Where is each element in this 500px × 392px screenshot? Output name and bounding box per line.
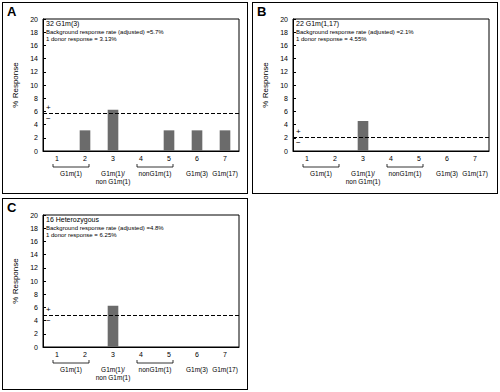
svg-text:C: C [7,200,17,215]
svg-text:G1m(1): G1m(1) [60,170,82,178]
svg-text:2: 2 [83,155,87,162]
svg-text:+: + [46,103,51,112]
svg-text:3: 3 [111,351,115,358]
svg-text:−: − [46,114,51,123]
svg-text:G1m(3): G1m(3) [186,366,208,374]
svg-text:12: 12 [30,264,38,271]
svg-text:non G1m(1): non G1m(1) [96,374,131,382]
svg-text:G1m(3): G1m(3) [186,170,208,178]
svg-text:nonG1m(1): nonG1m(1) [139,366,172,374]
svg-text:G1m(1)/: G1m(1)/ [351,170,375,178]
svg-text:G1m(17): G1m(17) [212,366,238,374]
svg-text:4: 4 [389,155,393,162]
svg-text:% Response: % Response [261,62,270,108]
svg-text:5: 5 [417,155,421,162]
svg-text:G1m(17): G1m(17) [462,170,488,178]
svg-text:12: 12 [280,68,288,75]
svg-text:32 G1m(3): 32 G1m(3) [46,20,79,28]
svg-text:Background response rate (adju: Background response rate (adjusted) =2.1… [296,29,414,35]
svg-text:G1m(17): G1m(17) [212,170,238,178]
svg-text:7: 7 [223,351,227,358]
svg-text:6: 6 [34,304,38,311]
svg-text:14: 14 [30,251,38,258]
svg-text:7: 7 [223,155,227,162]
svg-text:8: 8 [34,291,38,298]
svg-text:G1m(1): G1m(1) [60,366,82,374]
svg-text:4: 4 [139,155,143,162]
svg-text:2: 2 [34,330,38,337]
svg-text:5: 5 [167,351,171,358]
svg-text:A: A [7,4,17,19]
svg-text:10: 10 [30,82,38,89]
svg-text:% Response: % Response [11,258,20,304]
svg-text:nonG1m(1): nonG1m(1) [139,170,172,178]
svg-text:2: 2 [333,155,337,162]
svg-text:3: 3 [111,155,115,162]
svg-text:18: 18 [280,29,288,36]
svg-text:6: 6 [195,351,199,358]
svg-text:6: 6 [195,155,199,162]
svg-text:16 Heterozygous: 16 Heterozygous [46,216,99,224]
svg-text:18: 18 [30,29,38,36]
svg-text:4: 4 [34,317,38,324]
svg-text:20: 20 [30,212,38,219]
svg-text:18: 18 [30,225,38,232]
svg-text:1 donor response = 3.13%: 1 donor response = 3.13% [46,36,117,42]
svg-text:1: 1 [305,155,309,162]
svg-text:2: 2 [83,351,87,358]
svg-text:G1m(3): G1m(3) [436,170,458,178]
svg-text:1 donor response = 4.55%: 1 donor response = 4.55% [296,36,367,42]
svg-text:0: 0 [34,148,38,155]
svg-text:2: 2 [34,134,38,141]
svg-text:1: 1 [55,351,59,358]
svg-text:6: 6 [34,108,38,115]
svg-text:G1m(1)/: G1m(1)/ [101,170,125,178]
svg-text:4: 4 [284,121,288,128]
svg-text:22 G1m(1,17): 22 G1m(1,17) [296,20,339,28]
svg-text:4: 4 [34,121,38,128]
svg-text:16: 16 [30,238,38,245]
svg-text:6: 6 [284,108,288,115]
svg-text:10: 10 [30,278,38,285]
svg-text:8: 8 [284,95,288,102]
svg-text:2: 2 [284,134,288,141]
svg-text:+: + [296,127,301,136]
svg-text:8: 8 [34,95,38,102]
svg-text:G1m(1): G1m(1) [310,170,332,178]
svg-text:4: 4 [139,351,143,358]
svg-text:0: 0 [34,344,38,351]
svg-text:1 donor response = 6.25%: 1 donor response = 6.25% [46,232,117,238]
svg-text:20: 20 [280,16,288,23]
svg-text:20: 20 [30,16,38,23]
svg-text:Background response rate (adju: Background response rate (adjusted) =5.7… [46,29,164,35]
svg-text:12: 12 [30,68,38,75]
svg-text:non G1m(1): non G1m(1) [96,178,131,186]
svg-text:16: 16 [280,42,288,49]
svg-text:10: 10 [280,82,288,89]
svg-text:% Response: % Response [11,62,20,108]
svg-text:16: 16 [30,42,38,49]
svg-text:B: B [257,4,266,19]
svg-text:G1m(1)/: G1m(1)/ [101,366,125,374]
svg-text:3: 3 [361,155,365,162]
svg-text:nonG1m(1): nonG1m(1) [389,170,422,178]
svg-text:Background response rate (adju: Background response rate (adjusted) =4.8… [46,225,164,231]
svg-text:−: − [296,138,301,147]
svg-text:7: 7 [473,155,477,162]
svg-text:6: 6 [445,155,449,162]
svg-text:+: + [46,305,51,314]
svg-text:14: 14 [30,55,38,62]
svg-text:0: 0 [284,148,288,155]
svg-text:1: 1 [55,155,59,162]
svg-text:non G1m(1): non G1m(1) [346,178,381,186]
svg-text:5: 5 [167,155,171,162]
svg-text:14: 14 [280,55,288,62]
svg-text:−: − [46,316,51,325]
